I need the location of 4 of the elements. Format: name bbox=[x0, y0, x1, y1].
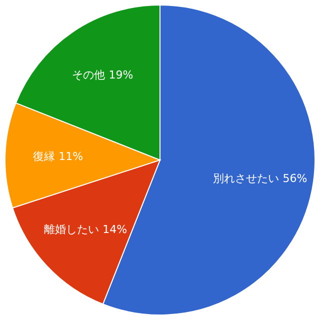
slice-label: 復縁 11% bbox=[33, 150, 84, 163]
slice-label: 別れさせたい 56% bbox=[213, 172, 308, 186]
slice-label: その他 19% bbox=[72, 68, 134, 82]
slice-label: 離婚したい 14% bbox=[44, 222, 128, 236]
